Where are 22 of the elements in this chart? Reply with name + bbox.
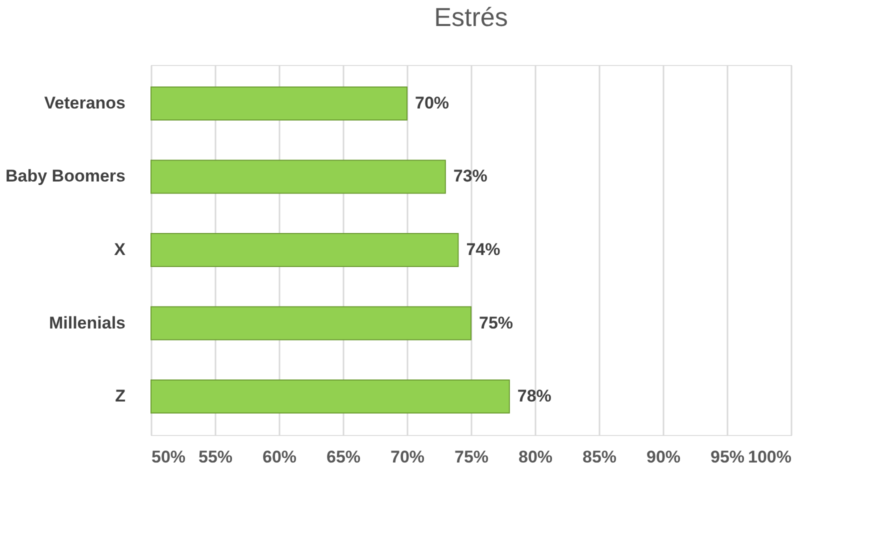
y-tick-label: Millenials — [48, 313, 126, 332]
x-tick-label: 50% — [152, 448, 186, 466]
y-tick-label: Baby Boomers — [6, 166, 126, 186]
chart-title: Estrés — [434, 2, 508, 32]
data-label: 78% — [517, 386, 552, 406]
x-tick-label: 55% — [198, 448, 233, 466]
data-label: 70% — [415, 93, 450, 112]
data-label: 74% — [466, 240, 500, 259]
data-label: 75% — [479, 313, 514, 332]
x-tick-label: 90% — [646, 448, 681, 466]
x-tick-label: 80% — [518, 448, 553, 466]
x-tick-label: 100% — [748, 448, 792, 466]
x-tick-label: 85% — [582, 448, 617, 466]
y-tick-label: Z — [115, 386, 126, 406]
y-tick-label: X — [114, 240, 126, 259]
data-label: 73% — [453, 166, 488, 186]
x-tick-label: 95% — [710, 448, 745, 466]
x-tick-label: 75% — [454, 448, 489, 466]
x-tick-label: 65% — [326, 448, 361, 466]
x-tick-label: 70% — [390, 448, 425, 466]
x-tick-label: 60% — [262, 448, 297, 466]
y-tick-label: Veteranos — [44, 93, 126, 112]
